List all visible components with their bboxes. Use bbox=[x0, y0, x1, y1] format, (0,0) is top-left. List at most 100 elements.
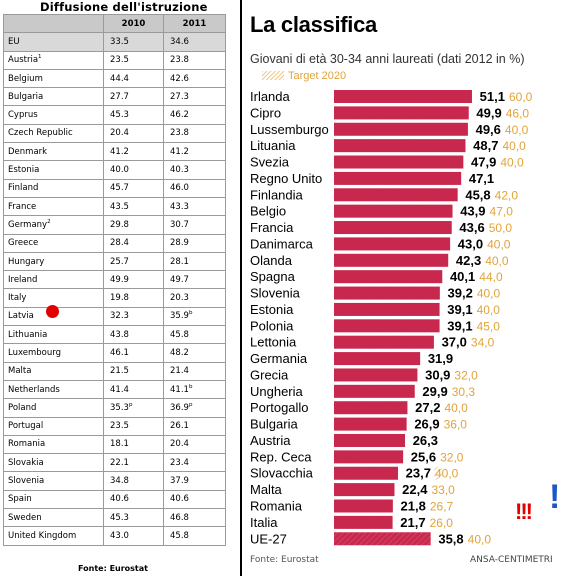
table-row: Denmark 41.2 41.2 bbox=[3, 142, 226, 162]
cell-2010-text: 43.8 bbox=[110, 329, 129, 340]
target-label: 42,0 bbox=[495, 188, 519, 202]
cell-2011-text: 40.3 bbox=[170, 165, 189, 176]
value-label: 47,1 bbox=[469, 171, 494, 186]
cell-2011: 27.3 bbox=[163, 87, 226, 107]
cell-2011: 46.8 bbox=[163, 508, 226, 528]
cell-country-text: EU bbox=[8, 36, 20, 47]
header-country bbox=[3, 13, 104, 34]
value-label-bg bbox=[420, 352, 457, 366]
cell-2010: 41.2 bbox=[103, 142, 164, 162]
cell-2010-text: 40.6 bbox=[110, 494, 129, 505]
cell-country: Hungary bbox=[3, 251, 104, 272]
cell-country-text: Austria bbox=[8, 55, 39, 66]
value-label: 26,3 bbox=[413, 433, 438, 448]
value-bar bbox=[334, 532, 431, 546]
value-label: 49,9 bbox=[476, 105, 501, 120]
category-label: Regno Unito bbox=[250, 171, 322, 186]
value-label-bg bbox=[430, 532, 467, 546]
cell-country: EU bbox=[3, 32, 104, 52]
cell-2010: 45.7 bbox=[103, 178, 164, 198]
chart-credit: ANSA-CENTIMETRI bbox=[470, 555, 553, 565]
value-label: 49,6 bbox=[476, 122, 501, 137]
table-row: Belgium 44.4 42.6 bbox=[3, 68, 226, 89]
exclamation-blue-annotation: ! bbox=[549, 478, 561, 516]
cell-country: Austria1 bbox=[3, 50, 104, 70]
value-label: 39,2 bbox=[448, 286, 473, 301]
cell-2011: 40.6 bbox=[163, 489, 226, 510]
value-bar bbox=[334, 433, 406, 447]
value-label-bg bbox=[392, 499, 429, 513]
cell-2010-text: 46.1 bbox=[110, 347, 129, 358]
cell-2011-text: 36.9 bbox=[170, 402, 189, 413]
category-label: Germania bbox=[250, 351, 308, 366]
cell-2010: 40.6 bbox=[103, 489, 164, 510]
table-row: Netherlands 41.4 41.1b bbox=[3, 379, 226, 400]
category-label: Francia bbox=[250, 220, 294, 235]
cell-country: Germany2 bbox=[3, 215, 104, 235]
cell-2011: 34.6 bbox=[163, 32, 226, 52]
cell-country-text: Italy bbox=[8, 293, 27, 304]
table-row: Slovenia 34.8 37.9 bbox=[3, 471, 226, 491]
target-label: 40,0 bbox=[500, 156, 524, 170]
cell-2010: 33.5 bbox=[103, 32, 164, 52]
cell-2010-text: 44.4 bbox=[110, 73, 129, 84]
cell-2010: 20.4 bbox=[103, 123, 164, 144]
category-label: Spagna bbox=[250, 269, 296, 284]
table-row: Bulgaria 27.7 27.3 bbox=[3, 87, 226, 107]
category-label: UE-27 bbox=[250, 531, 287, 546]
table-row: Greece 28.4 28.9 bbox=[3, 233, 226, 253]
category-label: Estonia bbox=[250, 302, 294, 317]
cell-2011: 49.7 bbox=[163, 270, 226, 290]
cell-2011: 37.9 bbox=[163, 471, 226, 491]
target-label: 40,0 bbox=[435, 467, 459, 481]
bar-chart-svg: Irlanda 51,1 60,0 Cipro 49,9 46,0 Lussemburgo 4… bbox=[250, 89, 533, 546]
cell-2011-text: 20.4 bbox=[170, 439, 189, 450]
value-bar bbox=[334, 106, 469, 120]
cell-country-text: Ireland bbox=[8, 274, 38, 285]
cell-2011-text: 46.0 bbox=[170, 183, 189, 194]
cell-country-text: Latvia bbox=[8, 311, 34, 322]
table-row: Cyprus 45.3 46.2 bbox=[3, 105, 226, 125]
value-bar bbox=[334, 188, 458, 202]
table-row: EU 33.5 34.6 bbox=[3, 32, 226, 52]
exclamation-red-annotation: !!! bbox=[515, 499, 533, 524]
value-label: 23,7 bbox=[406, 466, 431, 481]
value-label: 22,4 bbox=[402, 482, 428, 497]
category-label: Cipro bbox=[250, 105, 281, 120]
value-label: 31,9 bbox=[428, 351, 453, 366]
value-label-bg bbox=[451, 221, 488, 235]
cell-2010-text: 23.5 bbox=[110, 55, 129, 66]
target-label: 40,0 bbox=[502, 139, 526, 153]
table-row: Sweden 45.3 46.8 bbox=[3, 508, 226, 528]
cell-country-text: Czech Republic bbox=[8, 128, 73, 139]
cell-2010: 25.7 bbox=[103, 251, 164, 272]
cell-2010: 44.4 bbox=[103, 68, 164, 89]
cell-2010-text: 41.4 bbox=[110, 384, 129, 395]
target-label: 50,0 bbox=[489, 221, 513, 235]
target-label: 33,0 bbox=[431, 483, 455, 497]
cell-2011-text: 42.6 bbox=[170, 73, 189, 84]
value-bar bbox=[334, 270, 443, 284]
legend-target-label: Target 2020 bbox=[288, 70, 347, 82]
table-row: Ireland 49.9 49.7 bbox=[3, 270, 226, 290]
cell-country: Romania bbox=[3, 434, 104, 455]
table-title: Diffusione dell'istruzione bbox=[40, 0, 208, 14]
cell-country-footnote: 1 bbox=[38, 54, 42, 61]
cell-2010: 29.8 bbox=[103, 215, 164, 235]
cell-2010-text: 25.7 bbox=[110, 256, 129, 267]
cell-2010-text: 21.5 bbox=[110, 366, 129, 377]
cell-2010: 34.8 bbox=[103, 471, 164, 491]
cell-2010-text: 41.2 bbox=[110, 146, 129, 157]
cell-2010: 19.8 bbox=[103, 288, 164, 308]
value-label: 39,1 bbox=[447, 302, 472, 317]
cell-country-text: Poland bbox=[8, 402, 37, 413]
value-bar bbox=[334, 139, 466, 153]
value-bar bbox=[334, 450, 404, 464]
category-label: Olanda bbox=[250, 253, 293, 268]
target-label: 45,0 bbox=[477, 319, 501, 333]
cell-country-text: Estonia bbox=[8, 165, 40, 176]
table-row: Slovakia 22.1 23.4 bbox=[3, 453, 226, 473]
value-label-bg bbox=[442, 270, 479, 284]
cell-2011: 40.3 bbox=[163, 160, 226, 180]
cell-country-text: Denmark bbox=[8, 146, 48, 157]
